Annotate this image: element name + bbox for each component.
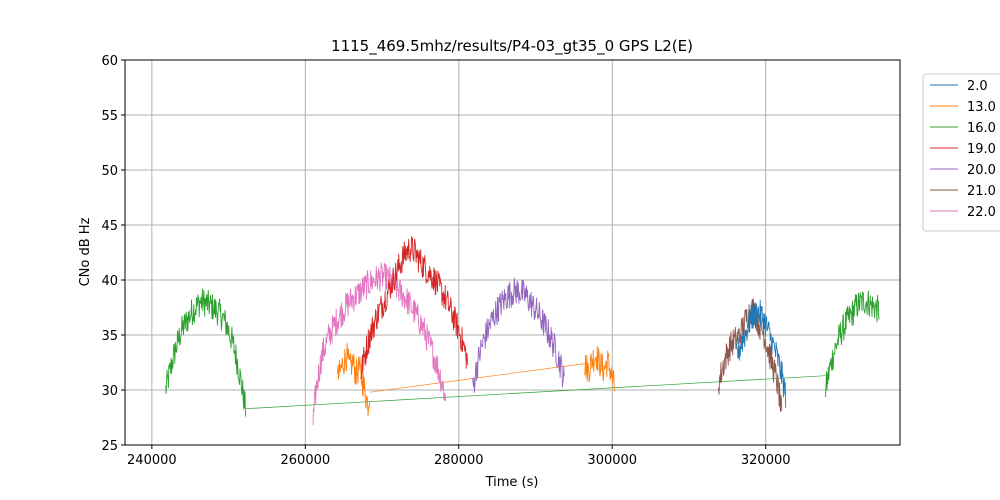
x-tick-label: 280000 [434, 453, 484, 468]
series-line-16.0 [165, 288, 880, 417]
plot-frame [124, 59, 901, 446]
legend-label-22.0: 22.0 [967, 205, 996, 220]
chart-title: 1115_469.5mhz/results/P4-03_gt35_0 GPS L… [331, 37, 693, 56]
series-line-13.0 [337, 342, 616, 417]
series-line-20.0 [472, 277, 565, 393]
plot-series [165, 236, 880, 426]
y-tick-label: 60 [101, 54, 118, 69]
x-tick-label: 300000 [587, 453, 637, 468]
y-tick-label: 35 [101, 329, 118, 344]
series-line-19.0 [360, 236, 469, 380]
y-axis-label: CNo dB Hz [78, 217, 93, 286]
legend: 2.0 13.0 16.0 19.0 20.0 21.0 22.0 [922, 73, 1000, 232]
x-axis: 240000 260000 280000 300000 320000 [127, 445, 791, 468]
y-tick-label: 25 [101, 439, 118, 454]
legend-label-20.0: 20.0 [967, 163, 996, 178]
legend-label-2.0: 2.0 [967, 79, 988, 94]
y-tick-label: 50 [101, 164, 118, 179]
y-tick-label: 45 [101, 219, 118, 234]
legend-label-13.0: 13.0 [967, 100, 996, 115]
x-tick-label: 240000 [127, 453, 177, 468]
y-tick-label: 30 [101, 384, 118, 399]
series-line-22.0 [312, 262, 447, 426]
series-line-2.0 [736, 299, 787, 408]
connector-line-16.0 [245, 375, 826, 410]
series-line-21.0 [717, 298, 783, 413]
x-tick-label: 260000 [281, 453, 331, 468]
legend-label-16.0: 16.0 [967, 121, 996, 136]
y-tick-label: 55 [101, 109, 118, 124]
legend-label-19.0: 19.0 [967, 142, 996, 157]
x-axis-label: Time (s) [485, 475, 539, 490]
y-tick-label: 40 [101, 274, 118, 289]
y-axis: 25 30 35 40 45 50 55 60 [101, 54, 125, 454]
legend-box [922, 73, 1000, 232]
legend-label-21.0: 21.0 [967, 184, 996, 199]
x-tick-label: 320000 [741, 453, 791, 468]
